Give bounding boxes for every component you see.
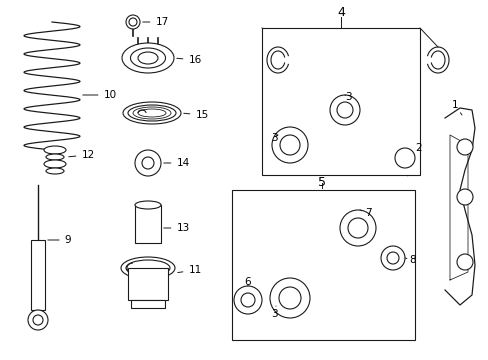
Ellipse shape bbox=[126, 260, 170, 276]
Circle shape bbox=[142, 157, 154, 169]
Text: 3: 3 bbox=[270, 133, 278, 143]
Circle shape bbox=[28, 310, 48, 330]
Ellipse shape bbox=[44, 146, 66, 154]
Circle shape bbox=[380, 246, 404, 270]
Circle shape bbox=[129, 18, 137, 26]
Ellipse shape bbox=[123, 102, 181, 124]
Bar bbox=[131, 300, 164, 308]
Text: 1: 1 bbox=[451, 100, 461, 115]
Circle shape bbox=[280, 135, 299, 155]
Bar bbox=[262, 28, 419, 175]
Ellipse shape bbox=[128, 105, 176, 121]
Circle shape bbox=[269, 278, 309, 318]
Circle shape bbox=[336, 102, 352, 118]
Bar bbox=[135, 205, 161, 243]
Text: 3: 3 bbox=[270, 306, 277, 319]
Circle shape bbox=[126, 15, 140, 29]
Circle shape bbox=[386, 252, 398, 264]
Text: 13: 13 bbox=[163, 223, 189, 233]
Circle shape bbox=[347, 218, 367, 238]
Ellipse shape bbox=[46, 168, 64, 174]
Text: 4: 4 bbox=[336, 5, 344, 18]
Circle shape bbox=[339, 210, 375, 246]
Text: 11: 11 bbox=[177, 265, 201, 275]
Text: 15: 15 bbox=[183, 110, 208, 120]
Circle shape bbox=[456, 254, 472, 270]
Circle shape bbox=[234, 286, 262, 314]
Circle shape bbox=[279, 287, 301, 309]
Text: 10: 10 bbox=[82, 90, 116, 100]
Text: 12: 12 bbox=[69, 150, 95, 160]
Bar bbox=[231, 190, 414, 340]
Ellipse shape bbox=[135, 201, 161, 209]
Circle shape bbox=[241, 293, 254, 307]
Ellipse shape bbox=[122, 43, 174, 73]
Ellipse shape bbox=[121, 257, 175, 279]
Text: 6: 6 bbox=[244, 277, 251, 287]
Ellipse shape bbox=[44, 160, 66, 168]
Text: 9: 9 bbox=[48, 235, 71, 245]
Text: 3: 3 bbox=[344, 92, 350, 102]
Bar bbox=[31, 240, 45, 310]
Text: 16: 16 bbox=[176, 55, 201, 65]
Circle shape bbox=[456, 139, 472, 155]
Text: 8: 8 bbox=[404, 255, 415, 265]
Ellipse shape bbox=[46, 154, 64, 160]
Circle shape bbox=[329, 95, 359, 125]
Circle shape bbox=[33, 315, 43, 325]
Ellipse shape bbox=[130, 48, 165, 68]
Ellipse shape bbox=[138, 52, 158, 64]
Text: 2: 2 bbox=[414, 143, 421, 153]
Text: 14: 14 bbox=[163, 158, 189, 168]
Circle shape bbox=[271, 127, 307, 163]
Text: 17: 17 bbox=[142, 17, 168, 27]
Circle shape bbox=[394, 148, 414, 168]
Text: 5: 5 bbox=[317, 176, 325, 189]
Circle shape bbox=[456, 189, 472, 205]
Bar bbox=[128, 268, 168, 300]
Text: 7: 7 bbox=[359, 208, 370, 218]
Circle shape bbox=[135, 150, 161, 176]
